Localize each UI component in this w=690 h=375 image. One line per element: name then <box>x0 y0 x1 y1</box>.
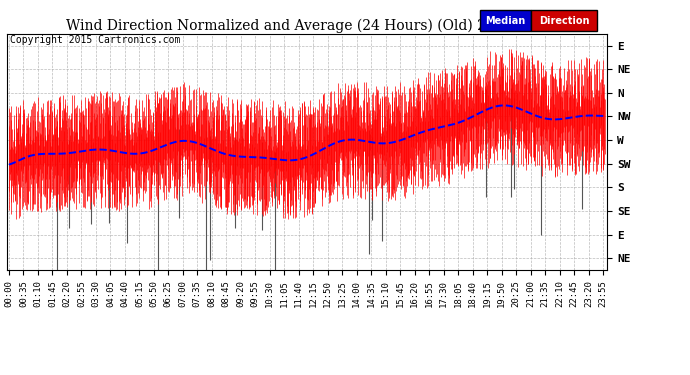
Text: Copyright 2015 Cartronics.com: Copyright 2015 Cartronics.com <box>10 35 181 45</box>
Text: Median: Median <box>485 16 526 26</box>
Text: Direction: Direction <box>539 16 589 26</box>
Title: Wind Direction Normalized and Average (24 Hours) (Old) 20151012: Wind Direction Normalized and Average (2… <box>66 18 548 33</box>
